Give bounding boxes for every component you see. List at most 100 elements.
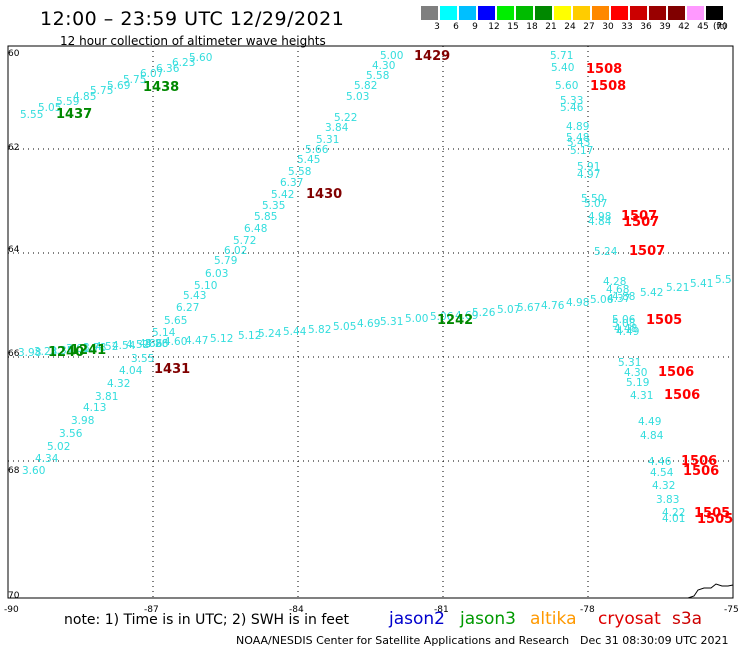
legend-cryosat: cryosat [598,609,661,629]
map-title: 12:00 – 23:59 UTC 12/29/2021 [40,8,345,30]
swh-value: 4.32 [107,378,130,390]
swh-value: 4.89 [566,121,589,133]
scale-swatch [611,6,628,20]
plot-frame [7,45,734,599]
swh-value: 4.52 [126,339,149,351]
swh-value: 4.60 [164,336,187,348]
swh-value: 4.30 [624,367,647,379]
swh-value: 5.24 [594,246,618,258]
legend-s3a: s3a [672,609,703,629]
scale-swatch [687,6,704,20]
swh-value: 5.17 [570,145,593,157]
swh-value: 4.54 [112,340,136,352]
scale-label: 30 [602,22,614,32]
lon-label: -75 [724,605,739,615]
scale-label: 6 [453,22,459,32]
swh-value: 5.58 [366,70,389,82]
swh-value: 4.98 [588,211,611,223]
swh-value: 5.60 [189,52,212,64]
swh-value: 4.88 [612,291,635,303]
scale-label: 9 [472,22,478,32]
swh-value: 5.33 [560,95,583,107]
track-1240-1241-1242: 3.983.233.353.613.784.524.544.524.864.60… [18,274,732,360]
scale-label: 15 [507,22,519,32]
scale-label: 18 [526,22,538,32]
swh-value: 4.34 [35,453,59,465]
swh-value: 5.07 [497,304,520,316]
track-annotations: 5.555.055.594.855.755.695.756.076.366.23… [18,49,733,527]
scale-swatch [554,6,571,20]
swh-value: 6.36 [156,63,180,75]
swh-value: 6.23 [172,57,195,69]
swh-value: 4.68 [606,284,629,296]
swh-value: 5.00 [380,50,403,62]
swh-value: 5.28 [145,338,168,350]
swh-value: 5.75 [90,85,113,97]
swh-value: 5.03 [346,91,369,103]
swh-value: 5.71 [550,50,573,62]
swh-value: 5.5 [715,274,732,286]
scale-swatch [535,6,552,20]
swh-value: 4.52 [95,341,118,353]
swh-value: 4.30 [372,60,395,72]
scale-swatch [668,6,685,20]
lon-label: -84 [289,605,304,615]
swh-value: 3.98 [18,347,41,359]
swh-value: 5.67 [517,302,540,314]
swh-value: 5.02 [47,441,70,453]
swh-value: 4.47 [185,335,208,347]
swh-value: 5.06 [430,311,454,323]
track-1437-1438: 5.555.055.594.855.755.695.756.076.366.23… [20,52,212,122]
swh-value: 6.27 [176,302,199,314]
swh-value: 6.07 [140,68,163,80]
swh-value: 4.86 [145,338,169,350]
scale-swatch [649,6,666,20]
scale-swatch [497,6,514,20]
pass-time-label: 1242 [437,313,473,328]
swh-value: 6.37 [280,177,303,189]
scale-swatch [478,6,495,20]
swh-value: 5.10 [194,280,217,292]
swh-value: 5.42 [640,287,663,299]
swh-value: 4.01 [662,513,685,525]
swh-value: 3.78 [83,342,106,354]
scale-label: 33 [621,22,633,32]
swh-value: 4.69 [455,310,478,322]
swh-value: 5.59 [56,96,79,108]
swh-value: 4.22 [662,507,685,519]
swh-value: 3.35 [50,345,73,357]
pass-time-label: 1437 [56,107,92,122]
swh-value: 5.08 [612,318,635,330]
scale-label: 39 [659,22,671,32]
pass-time-label: 1240 [48,345,84,360]
swh-value: 4.54 [650,467,674,479]
lat-label: 68 [8,466,20,476]
swh-value: 4.84 [588,216,612,228]
pass-time-label: 1506 [681,454,717,469]
swh-value: 4.31 [630,390,653,402]
swh-value: 5.69 [107,80,130,92]
lon-label: -87 [144,605,159,615]
scale-label: 70 [716,22,728,32]
swh-value: 5.31 [316,134,339,146]
swh-value: 5.85 [254,211,277,223]
lat-label: 60 [8,49,20,59]
map-subtitle: 12 hour collection of altimeter wave hei… [60,34,326,48]
swh-value: 5.41 [690,278,713,290]
scale-label: 21 [545,22,557,32]
color-scale-unit: (ft) [713,22,727,32]
swh-value: 6.03 [205,268,228,280]
scale-label: 36 [640,22,652,32]
credit-line: NOAA/NESDIS Center for Satellite Applica… [236,634,570,647]
scale-swatch [630,6,647,20]
swh-value: 5.14 [152,327,176,339]
swh-value: 5.05 [38,102,61,114]
pass-time-label: 1506 [683,464,719,479]
swh-value: 4.13 [83,402,106,414]
swh-value: 3.98 [71,415,94,427]
pass-time-label: 1431 [154,362,190,377]
pass-time-label: 1508 [590,79,626,94]
swh-value: 5.50 [581,193,604,205]
pass-time-label: 1241 [70,343,106,358]
